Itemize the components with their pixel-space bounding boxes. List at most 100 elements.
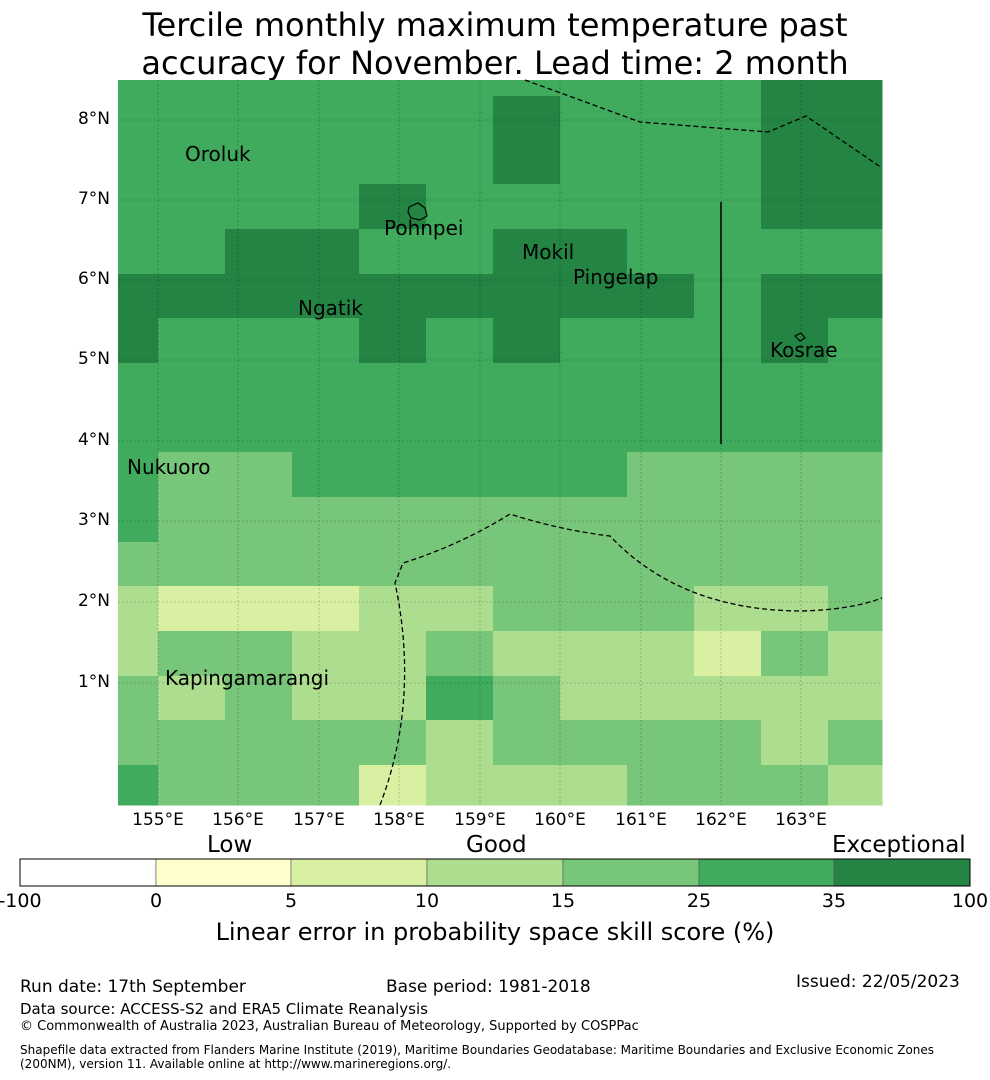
colorbar-bin <box>562 858 700 887</box>
grid-cell <box>158 363 226 408</box>
grid-cell <box>627 676 695 721</box>
grid-cell <box>118 676 159 721</box>
grid-cell <box>560 765 628 806</box>
title-line-1: Tercile monthly maximum temperature past <box>142 6 848 44</box>
grid-cell <box>694 765 762 806</box>
grid-cell <box>225 318 293 364</box>
grid-cell <box>493 720 561 766</box>
latitude-label: 8°N <box>77 109 110 129</box>
latitude-label: 7°N <box>77 189 110 209</box>
grid-cell <box>761 363 829 408</box>
grid-cell <box>118 631 159 677</box>
grid-cell <box>158 274 226 319</box>
grid-cell <box>359 452 427 498</box>
grid-cell <box>828 184 883 230</box>
grid-cell <box>694 184 762 230</box>
eez-boundary-north <box>524 79 883 169</box>
grid-cell <box>292 765 360 806</box>
grid-cell <box>560 318 628 364</box>
colorbar-label: Linear error in probability space skill … <box>215 918 775 946</box>
grid-cell <box>493 586 561 632</box>
cat-good: Good <box>466 832 527 858</box>
grid-cell <box>761 229 829 275</box>
grid-cell <box>560 229 628 275</box>
grid-cell <box>359 407 427 453</box>
grid-cell <box>694 676 762 721</box>
grid-cell <box>292 318 360 364</box>
grid-cell <box>694 542 762 587</box>
grid-cell <box>627 229 695 275</box>
grid-cell <box>761 586 829 632</box>
grid-cell <box>426 497 494 543</box>
grid-cell <box>225 80 293 97</box>
grid-cell <box>560 80 628 97</box>
grid-cell <box>493 184 561 230</box>
grid-cell <box>560 676 628 721</box>
grid-cell <box>225 676 293 721</box>
grid-cell <box>493 497 561 543</box>
grid-cell <box>761 80 829 97</box>
grid-cell <box>761 274 829 319</box>
grid-cell <box>694 586 762 632</box>
grid-cell <box>493 229 561 275</box>
grid-cell <box>292 140 360 185</box>
grid-cell <box>158 720 226 766</box>
grid-cell <box>828 229 883 275</box>
grid-cell <box>761 542 829 587</box>
colorbar-bin <box>290 858 428 887</box>
pohnpei-outline <box>407 202 428 221</box>
grid-cell <box>225 96 293 141</box>
grid-cell <box>359 140 427 185</box>
grid-cell <box>426 542 494 587</box>
grid-cell <box>118 407 159 453</box>
grid-cell <box>828 497 883 543</box>
grid-cell <box>292 586 360 632</box>
grid-cell <box>493 318 561 364</box>
grid-cell <box>828 80 883 97</box>
grid-cell <box>225 274 293 319</box>
issued-date: Issued: 22/05/2023 <box>796 972 960 992</box>
grid-cell <box>493 631 561 677</box>
grid-cell <box>761 676 829 721</box>
grid-cell <box>560 497 628 543</box>
grid-cell <box>493 407 561 453</box>
grid-cell <box>493 765 561 806</box>
grid-cell <box>426 318 494 364</box>
longitude-label: 160°E <box>534 810 586 830</box>
grid-cell <box>761 184 829 230</box>
grid-cell <box>426 96 494 141</box>
longitude-label: 157°E <box>293 810 345 830</box>
grid-cell <box>761 720 829 766</box>
grid-cell <box>627 720 695 766</box>
colorbar-bin <box>19 858 157 887</box>
grid-cell <box>694 452 762 498</box>
longitude-label: 161°E <box>615 810 667 830</box>
grid-cell <box>627 140 695 185</box>
grid-cell <box>359 96 427 141</box>
grid-cell <box>560 184 628 230</box>
longitude-label: 156°E <box>212 810 264 830</box>
grid-cell <box>627 363 695 408</box>
grid-cell <box>426 274 494 319</box>
grid-cell <box>225 586 293 632</box>
map-title: Tercile monthly maximum temperature past… <box>0 6 990 82</box>
grid-cell <box>828 452 883 498</box>
grid-cell <box>828 407 883 453</box>
place-label: Ngatik <box>298 296 363 320</box>
colorbar-bin <box>833 858 971 887</box>
grid-cell <box>359 765 427 806</box>
grid-cell <box>225 363 293 408</box>
grid-cell <box>292 96 360 141</box>
grid-cell <box>828 363 883 408</box>
grid-cell <box>426 140 494 185</box>
grid-cell <box>359 586 427 632</box>
grid-cell <box>560 720 628 766</box>
grid-cell <box>158 318 226 364</box>
grid-cell <box>828 631 883 677</box>
grid-cell <box>694 720 762 766</box>
latitude-label: 4°N <box>77 430 110 450</box>
place-label: Kapingamarangi <box>165 666 330 690</box>
base-period: Base period: 1981-2018 <box>386 977 591 997</box>
grid-cell <box>627 274 695 319</box>
